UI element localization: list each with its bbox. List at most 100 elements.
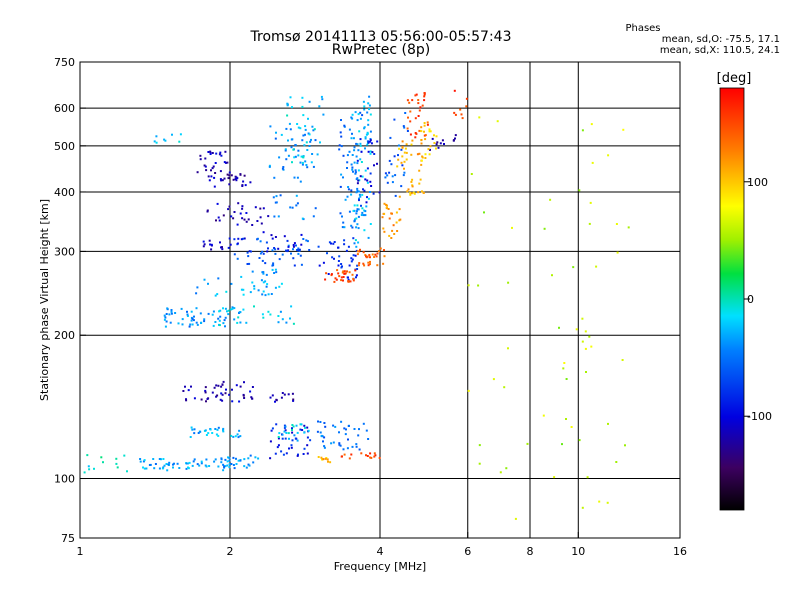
data-point [251,386,254,388]
data-point [282,453,285,456]
data-point [429,145,432,148]
data-point [356,204,359,207]
data-point [185,398,187,401]
data-point [340,173,343,176]
data-point [363,127,366,130]
data-point [355,210,358,213]
data-point [369,140,372,143]
data-point [355,245,358,248]
data-point [308,249,311,251]
data-point [397,158,400,161]
data-point [350,137,353,140]
data-point [364,137,367,140]
data-point [239,459,242,462]
data-point [273,247,276,249]
data-point [142,460,145,463]
data-point [343,270,346,273]
data-point [373,256,376,258]
data-point [275,398,278,401]
data-point [278,285,281,288]
data-point [362,100,365,103]
data-point [549,198,552,201]
data-point [333,241,336,243]
data-point [615,223,618,225]
data-point [357,215,360,218]
data-point [191,464,194,467]
data-point [221,393,224,396]
data-point [369,263,371,266]
data-point [420,139,423,142]
data-point [337,260,340,262]
data-point [242,293,245,296]
data-point [352,277,355,280]
data-point [340,420,343,423]
x-tick-label: 2 [227,545,234,558]
data-point [274,248,277,251]
data-point [426,123,429,126]
data-point [352,170,354,173]
data-point [420,159,423,162]
data-point [256,237,259,240]
data-point [305,141,308,144]
data-point [223,161,226,164]
data-point [319,431,322,434]
data-point [178,467,181,469]
data-point [222,463,225,466]
data-point [283,430,286,433]
data-point [369,260,371,263]
data-point [296,202,299,205]
data-point [391,175,394,178]
data-point [224,316,227,319]
data-point [366,181,369,184]
colorbar-unit: [deg] [717,71,752,86]
data-point [230,215,233,218]
data-point [296,439,299,442]
data-point [267,310,270,313]
data-point [362,262,365,265]
data-point [277,315,280,317]
data-point [211,152,214,154]
data-point [411,139,414,142]
data-point [271,268,274,271]
data-point [293,434,296,437]
data-point [470,173,473,175]
data-point [287,244,290,247]
data-point [339,185,342,188]
data-point [209,153,212,155]
data-point [350,257,353,260]
data-point [251,224,254,226]
data-point [221,179,224,182]
data-point [406,190,409,193]
data-point [417,99,420,101]
data-point [170,309,173,311]
data-point [197,432,200,434]
data-point [123,454,126,457]
data-point [199,154,202,157]
data-point [266,283,269,286]
data-point [239,385,242,388]
data-point [307,429,310,432]
data-point [228,205,231,208]
data-point [167,463,170,466]
data-point [588,222,591,225]
data-point [312,129,315,132]
data-point [214,321,217,323]
data-point [165,320,168,323]
data-point [238,312,240,314]
data-point [296,431,299,434]
data-point [359,144,362,147]
data-point [542,414,545,417]
data-point [312,165,315,168]
y-tick-label: 400 [54,186,75,199]
data-point [275,271,278,274]
data-point [211,313,214,316]
data-point [357,241,360,244]
data-point [226,173,229,176]
data-point [410,180,413,183]
data-point [196,286,199,289]
data-point [231,306,234,309]
data-point [205,400,207,403]
data-point [291,429,293,431]
data-point [363,126,366,129]
data-point [373,164,375,167]
